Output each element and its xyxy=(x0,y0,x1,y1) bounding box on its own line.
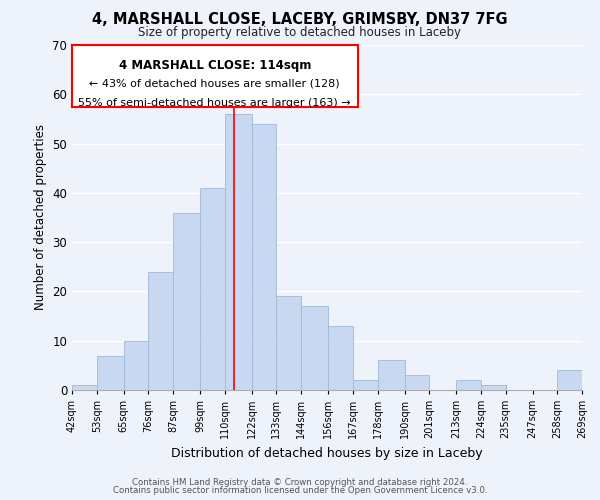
Bar xyxy=(377,360,404,390)
Text: 4, MARSHALL CLOSE, LACEBY, GRIMSBY, DN37 7FG: 4, MARSHALL CLOSE, LACEBY, GRIMSBY, DN37… xyxy=(92,12,508,28)
Bar xyxy=(456,380,481,390)
Bar xyxy=(277,296,301,390)
Bar xyxy=(225,114,252,390)
Bar xyxy=(404,375,429,390)
Bar xyxy=(97,356,124,390)
Text: Contains public sector information licensed under the Open Government Licence v3: Contains public sector information licen… xyxy=(113,486,487,495)
Bar xyxy=(173,212,200,390)
Y-axis label: Number of detached properties: Number of detached properties xyxy=(34,124,47,310)
Text: Size of property relative to detached houses in Laceby: Size of property relative to detached ho… xyxy=(139,26,461,39)
Bar xyxy=(481,385,506,390)
Bar xyxy=(252,124,277,390)
Bar xyxy=(124,340,148,390)
Bar xyxy=(557,370,582,390)
Bar xyxy=(200,188,225,390)
Text: Contains HM Land Registry data © Crown copyright and database right 2024.: Contains HM Land Registry data © Crown c… xyxy=(132,478,468,487)
Bar xyxy=(148,272,173,390)
Bar xyxy=(301,306,328,390)
Bar xyxy=(353,380,377,390)
Bar xyxy=(72,385,97,390)
X-axis label: Distribution of detached houses by size in Laceby: Distribution of detached houses by size … xyxy=(171,446,483,460)
Bar xyxy=(328,326,353,390)
